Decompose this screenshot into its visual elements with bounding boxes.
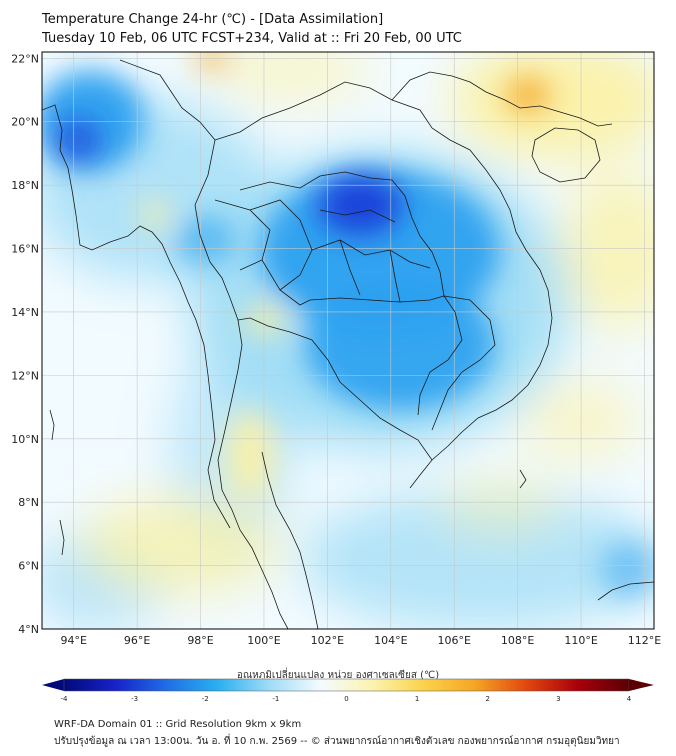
map-frame — [41, 51, 655, 630]
colorbar-min-arrow — [42, 679, 64, 691]
map-title: Temperature Change 24-hr (℃) - [Data Ass… — [42, 12, 384, 27]
lat-tick-label: 6°N — [18, 560, 39, 573]
lon-tick-label: 96°E — [124, 634, 150, 647]
colorbar-tick-label: -4 — [61, 695, 69, 703]
credit-line: ปรับปรุงข้อมูล ณ เวลา 13:00น. วัน อ. ที่… — [54, 736, 620, 747]
colorbar-tick-label: 3 — [556, 695, 560, 703]
lon-tick-label: 102°E — [311, 634, 344, 647]
map-plot-area — [42, 52, 654, 629]
model-info: WRF-DA Domain 01 :: Grid Resolution 9km … — [54, 719, 302, 730]
colorbar-tick-label: 1 — [415, 695, 419, 703]
colorbar-tick-label: -2 — [202, 695, 209, 703]
lon-tick-label: 104°E — [374, 634, 407, 647]
lat-tick-label: 22°N — [11, 52, 39, 65]
colorbar-gradient — [63, 678, 630, 692]
colorbar-tick-label: 2 — [486, 695, 490, 703]
lat-tick-label: 12°N — [11, 369, 39, 382]
lon-tick-label: 108°E — [501, 634, 534, 647]
colorbar-tick-label: 0 — [344, 695, 348, 703]
lon-tick-label: 100°E — [247, 634, 280, 647]
longitude-ticks: 94°E 96°E 98°E 100°E 102°E 104°E 106°E 108°E 110… — [60, 634, 661, 647]
lon-tick-label: 94°E — [60, 634, 86, 647]
lon-tick-label: 98°E — [187, 634, 213, 647]
latitude-ticks: 22°N 20°N 18°N 16°N 14°N 12°N 10°N 8°N 6°N 4°N — [11, 52, 39, 636]
temperature-change-map: 94°E 96°E 98°E 100°E 102°E 104°E 106°E 108°E 110… — [11, 51, 661, 647]
colorbar-ticks: -4 -3 -2 -1 0 1 2 3 4 — [61, 695, 632, 703]
colorbar-label: อุณหภูมิเปลี่ยนแปลง หน่วย องศาเซลเซียส (… — [236, 670, 440, 681]
lat-tick-label: 4°N — [18, 623, 39, 636]
lat-tick-label: 10°N — [11, 433, 39, 446]
colorbar-tick-label: -3 — [131, 695, 138, 703]
colorbar: -4 -3 -2 -1 0 1 2 3 4 — [42, 678, 654, 703]
field-cold-cores — [56, 118, 402, 235]
lon-tick-label: 112°E — [628, 634, 661, 647]
colorbar-tick-label: -1 — [272, 695, 279, 703]
lat-tick-label: 14°N — [11, 306, 39, 319]
graticule — [42, 52, 654, 629]
lat-tick-label: 16°N — [11, 243, 39, 256]
colorbar-tick-label: 4 — [627, 695, 632, 703]
lat-tick-label: 18°N — [11, 179, 39, 192]
lon-tick-label: 106°E — [438, 634, 471, 647]
map-subtitle: Tuesday 10 Feb, 06 UTC FCST+234, Valid a… — [42, 31, 462, 46]
lon-tick-label: 110°E — [564, 634, 597, 647]
lat-tick-label: 20°N — [11, 116, 39, 129]
colorbar-max-arrow — [629, 679, 654, 691]
political-borders — [42, 59, 654, 629]
lat-tick-label: 8°N — [18, 496, 39, 509]
